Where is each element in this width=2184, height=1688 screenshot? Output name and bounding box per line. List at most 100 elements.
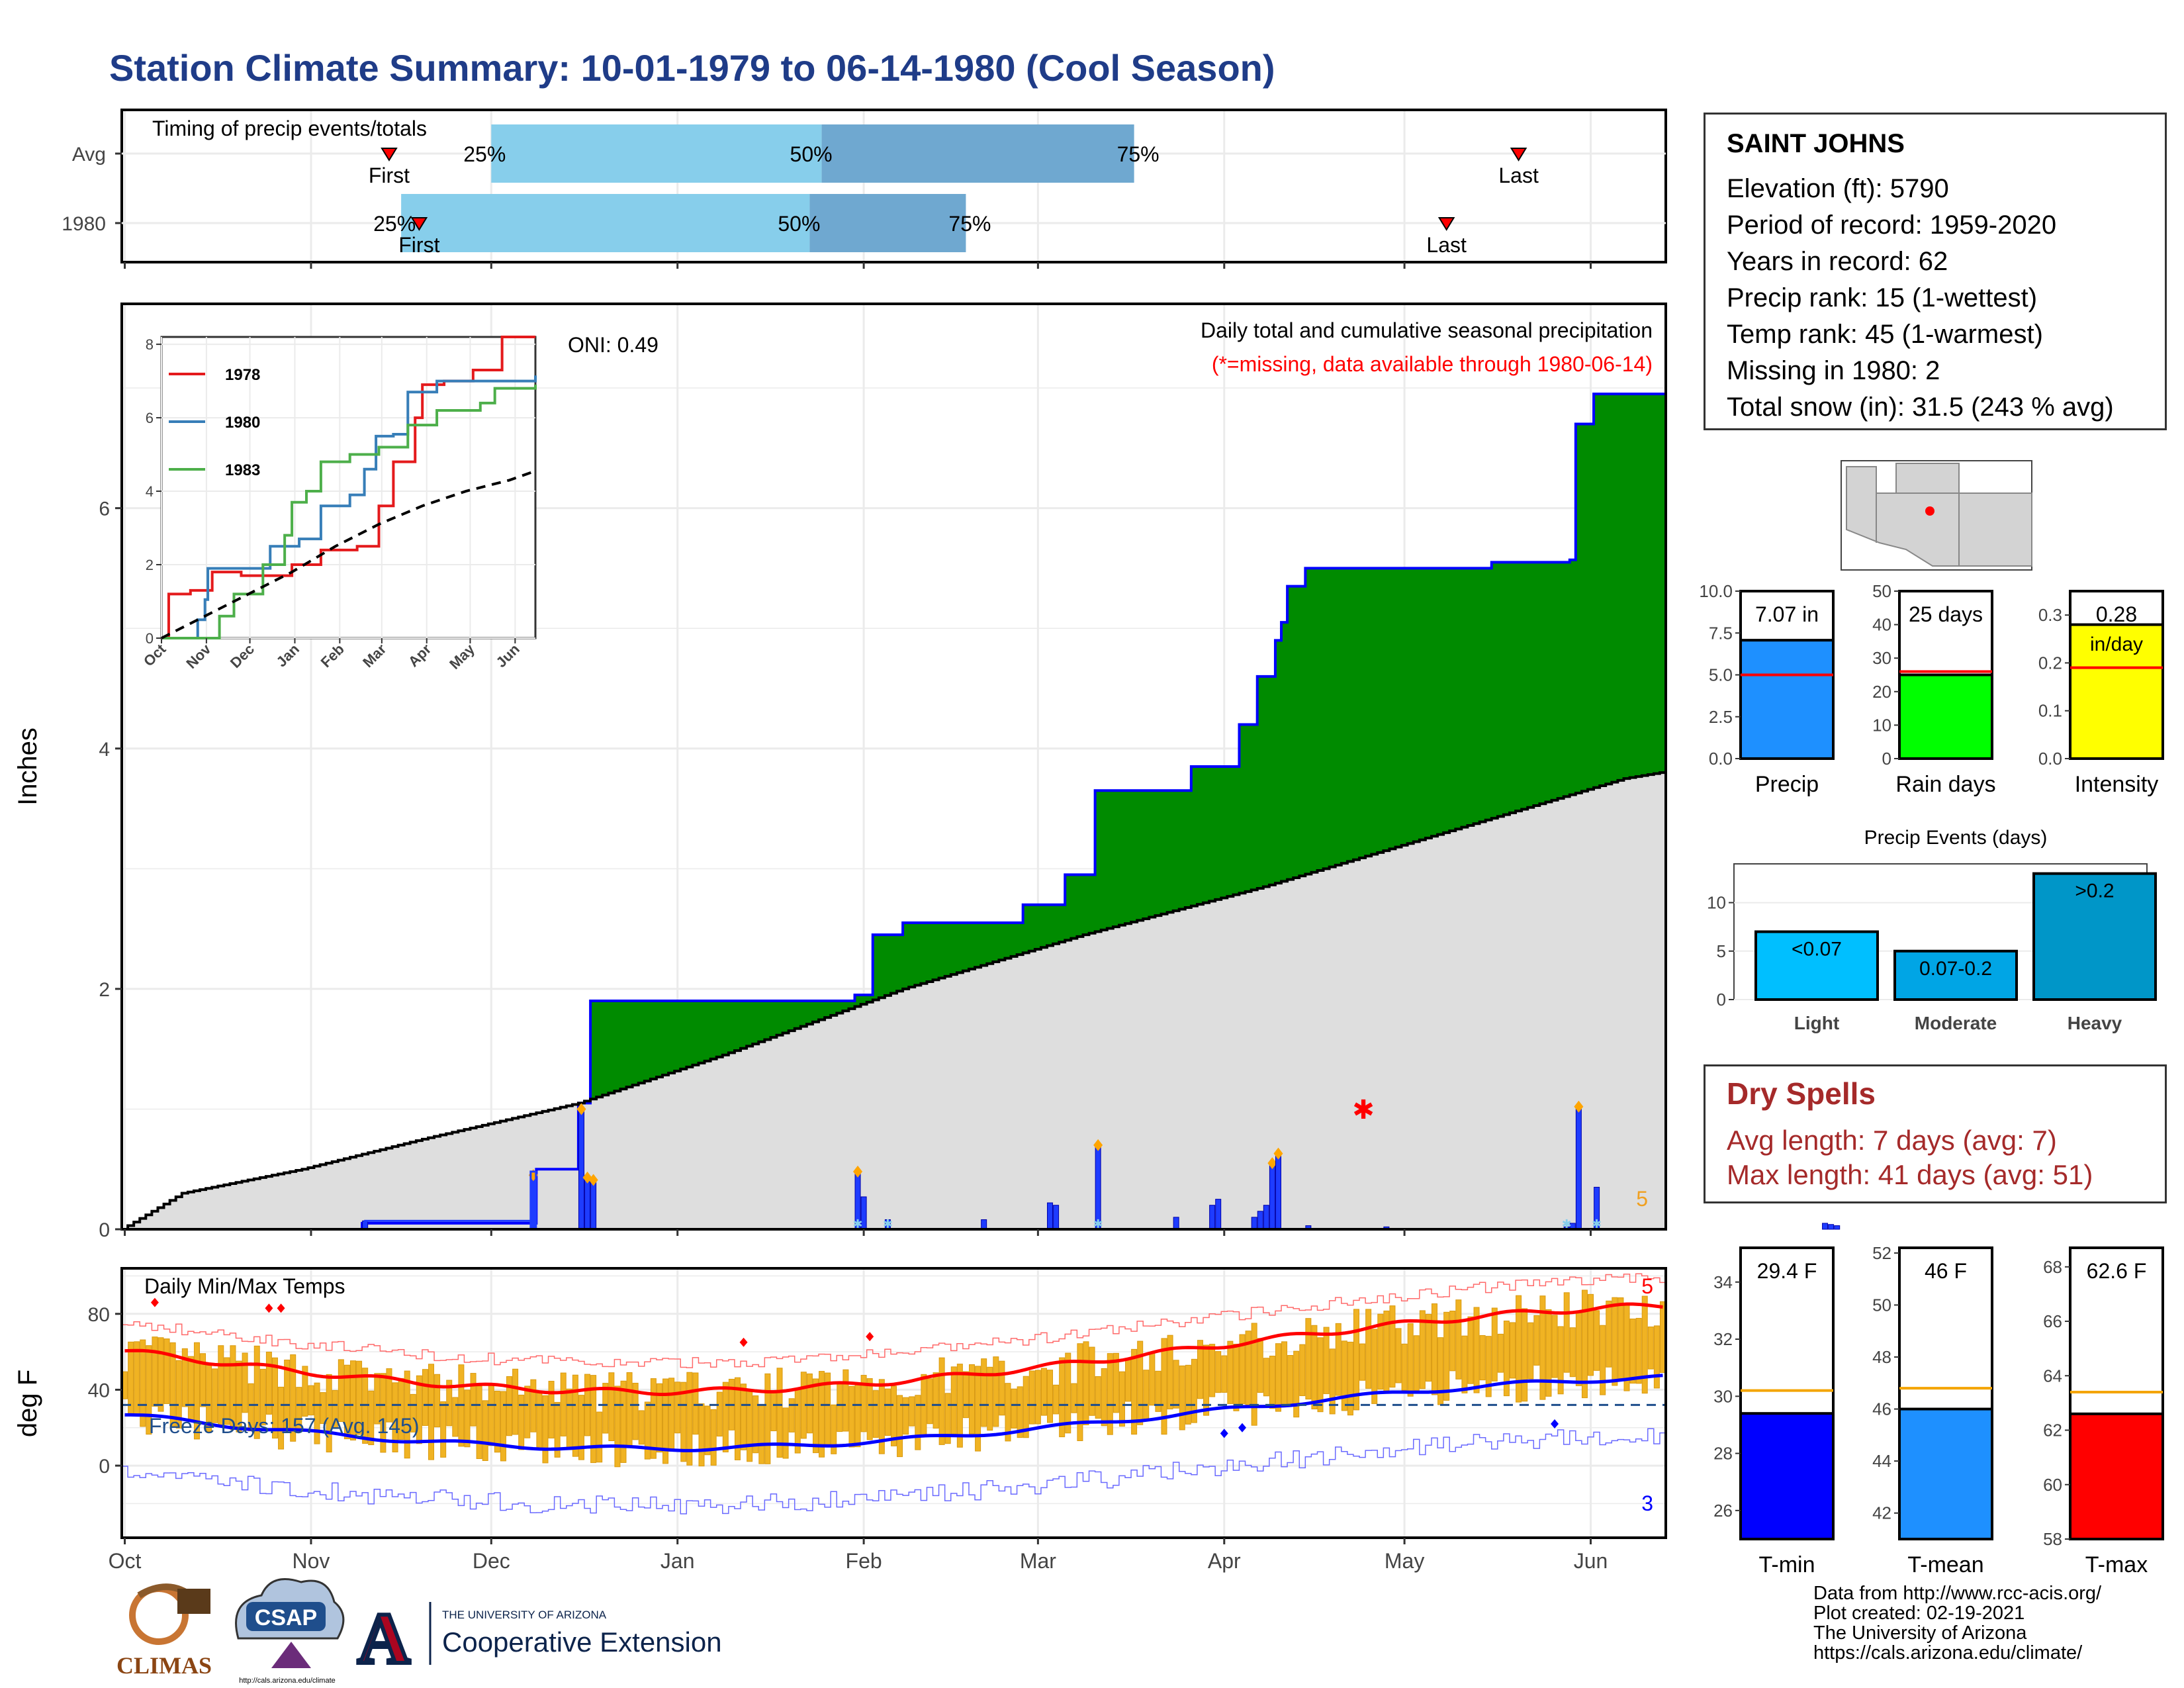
daily-temp-bar <box>1335 1323 1342 1396</box>
daily-temp-bar <box>608 1372 615 1441</box>
temp-y-tick-label: 44 <box>1872 1451 1891 1471</box>
timing-pct-25: 25% <box>463 142 506 166</box>
daily-precip-bar <box>1047 1202 1054 1230</box>
daily-temp-bar <box>812 1378 819 1454</box>
daily-temp-bar <box>1455 1299 1462 1380</box>
precip-value-label: 25 days <box>1909 602 1983 626</box>
snow-marker: ✱ <box>883 1217 893 1231</box>
precip-y-tick-label: 30 <box>1872 648 1891 668</box>
temp-y-tick-label: 66 <box>2043 1311 2062 1331</box>
daily-temp-bar <box>933 1372 939 1429</box>
svg-text:✱: ✱ <box>1352 1095 1375 1125</box>
daily-temp-bar <box>1437 1337 1444 1405</box>
daily-temp-bar <box>1293 1350 1300 1418</box>
daily-temp-bar <box>464 1389 471 1448</box>
temp-y-tick-label: 68 <box>2043 1257 2062 1277</box>
last-event-label: Last <box>1426 233 1467 257</box>
daily-temp-bar <box>181 1348 188 1407</box>
oni-label: ONI: 0.49 <box>568 333 659 357</box>
precip-value-bar <box>2069 623 2164 760</box>
timing-axis-ticks <box>115 152 1592 269</box>
daily-temp-bar <box>1131 1348 1138 1435</box>
daily-temp-bar <box>404 1370 410 1459</box>
daily-temp-bar <box>1473 1307 1480 1393</box>
precip-value-bar <box>1739 639 1835 761</box>
daily-temp-bar <box>1118 1371 1125 1427</box>
inset-legend: 1978 1980 1983 <box>169 366 260 479</box>
daily-temp-bar <box>163 1338 170 1404</box>
timing-bar-q1 <box>491 124 822 183</box>
daily-temp-bar <box>1461 1335 1468 1393</box>
timing-bar-q2 <box>821 124 1134 183</box>
daily-temp-bar <box>650 1378 657 1459</box>
month-tick-label: Dec <box>473 1549 510 1573</box>
daily-temp-bar <box>1371 1329 1378 1404</box>
daily-temp-bar <box>578 1395 584 1460</box>
daily-temp-bar <box>434 1374 441 1428</box>
daily-temp-bar <box>1263 1358 1269 1397</box>
daily-temp-bar <box>548 1381 555 1438</box>
timing-pct-25: 25% <box>373 212 416 236</box>
station-temp-rank: Temp rank: 45 (1-warmest) <box>1727 320 2043 349</box>
precip-value-label: 7.07 in <box>1755 602 1819 626</box>
daily-temp-bar <box>386 1368 392 1423</box>
climas-logo-text: CLIMAS <box>116 1652 212 1679</box>
daily-temp-bar <box>152 1336 158 1407</box>
daily-temp-bar <box>1359 1343 1366 1381</box>
daily-temp-bar <box>878 1379 885 1454</box>
ua-big-text: Cooperative Extension <box>442 1626 722 1658</box>
daily-temp-bar <box>1491 1307 1498 1382</box>
daily-temp-bar <box>698 1403 705 1467</box>
daily-temp-bar <box>290 1354 296 1442</box>
daily-temp-bar <box>1479 1335 1486 1381</box>
daily-temp-bar <box>1563 1292 1570 1373</box>
daily-temp-bar <box>1395 1328 1402 1383</box>
credit-data-source: Data from http://www.rcc-acis.org/ <box>1813 1583 2102 1604</box>
daily-temp-bar <box>320 1392 326 1425</box>
daily-temp-bar <box>716 1391 723 1437</box>
daily-temp-bar <box>1432 1303 1438 1395</box>
daily-temp-bar <box>193 1342 200 1440</box>
inset-bg <box>160 336 537 639</box>
daily-temp-bar <box>903 1397 909 1435</box>
daily-temp-bar <box>380 1373 387 1453</box>
daily-temp-bar <box>1269 1356 1275 1409</box>
daily-temp-bar <box>614 1385 621 1468</box>
inset-y-tick-label: 6 <box>146 410 154 426</box>
daily-temp-bar <box>1185 1364 1191 1425</box>
timing-bars: 25% 50% 75% First Last 25% 50% 75% First Last <box>369 124 1539 257</box>
precip-y-tick-label: 10.0 <box>1699 581 1733 601</box>
precip-summary-bars: 7.07 in 0.0 2.5 5.0 7.5 10.0 Precip 25 days 0 10 2… <box>1699 581 2164 797</box>
daily-temp-bar <box>1588 1293 1594 1376</box>
daily-temp-bar <box>1071 1383 1077 1413</box>
precip-y-tick-label: 10 <box>1872 715 1891 735</box>
last-event-marker <box>1437 217 1455 231</box>
events-y-tick-label: 5 <box>1717 941 1726 961</box>
precip-y-tick-label: 2 <box>99 979 110 1001</box>
daily-temp-bar <box>806 1373 813 1434</box>
daily-temp-bar <box>1197 1340 1203 1399</box>
daily-temp-bar <box>1401 1343 1408 1391</box>
first-event-label: First <box>369 164 410 187</box>
daily-temp-bar <box>842 1369 849 1432</box>
daily-temp-bar <box>470 1373 477 1427</box>
large-event-marker <box>576 1103 586 1115</box>
temp-value-bar <box>1898 1407 1993 1541</box>
station-snow: Total snow (in): 31.5 (243 % avg) <box>1727 393 2114 422</box>
inset-series-1980 <box>161 375 537 639</box>
daily-temp-bar <box>259 1368 266 1426</box>
daily-temp-bar <box>662 1378 669 1464</box>
daily-temp-bar <box>602 1383 609 1434</box>
daily-temp-bar <box>332 1389 338 1429</box>
temp-y-ticks: 0 40 80 <box>88 1304 122 1477</box>
daily-temp-bar <box>140 1339 146 1427</box>
record-marker <box>1220 1429 1228 1438</box>
inset-y-tick-label: 0 <box>146 630 154 647</box>
daily-temp-bar <box>1516 1295 1522 1403</box>
daily-temp-bar <box>452 1397 459 1437</box>
precip-y-tick-label: 0.3 <box>2038 605 2062 625</box>
daily-precip-bar <box>1257 1211 1263 1230</box>
daily-temp-bar <box>482 1400 488 1461</box>
daily-temp-bar <box>758 1405 765 1464</box>
